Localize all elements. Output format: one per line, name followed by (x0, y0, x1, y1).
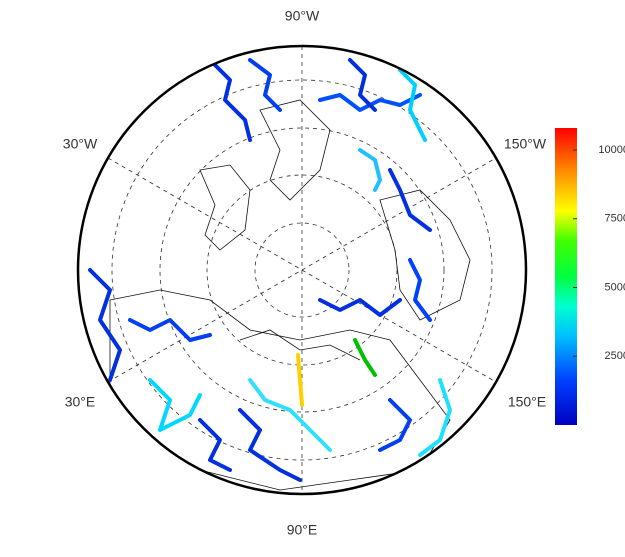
lon-label: 90°W (285, 8, 320, 24)
lon-label: 150°W (504, 136, 547, 152)
colorbar-tick-label: 10000 (598, 144, 625, 156)
colorbar-tick-label: 2500 (605, 350, 625, 362)
graticule (107, 46, 497, 494)
lon-label: 30°W (63, 136, 98, 152)
colorbar-tick-label: 7500 (605, 213, 625, 225)
lon-label: 90°E (287, 522, 318, 538)
colorbar (555, 128, 577, 425)
lon-label: 150°E (508, 394, 546, 410)
land-and-rivers (88, 58, 471, 491)
map-border (76, 44, 528, 496)
colorbar-tick-label: 5000 (605, 281, 625, 293)
lon-label: 30°E (65, 394, 96, 410)
